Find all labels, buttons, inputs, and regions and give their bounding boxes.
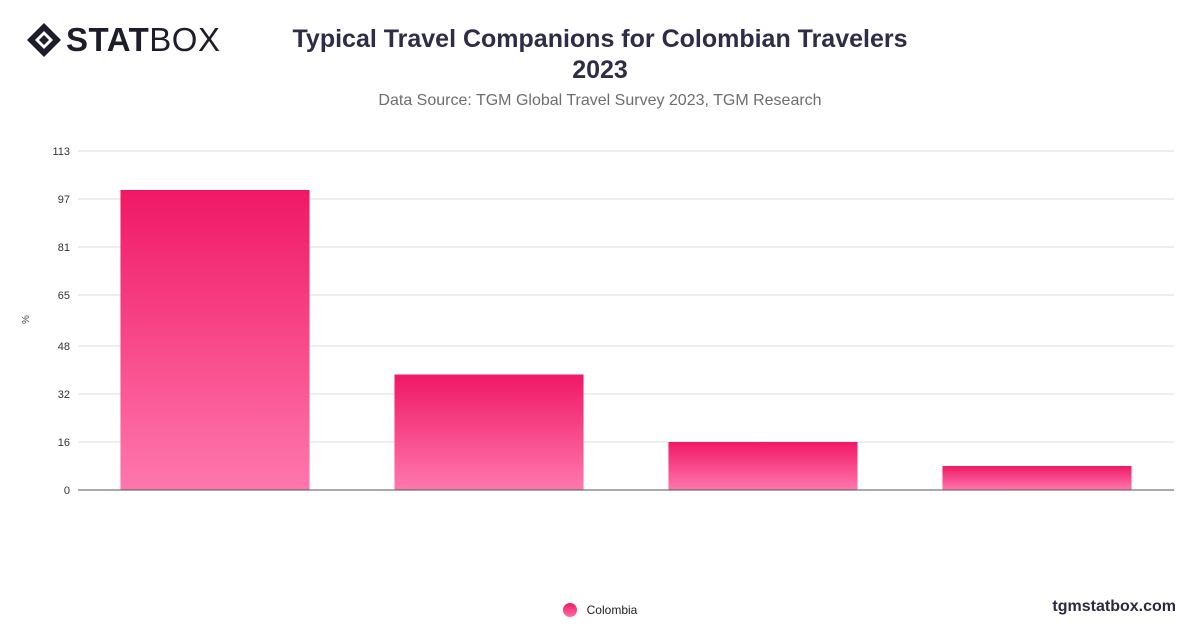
legend-marker-colombia bbox=[562, 603, 577, 617]
site-url: tgmstatbox.com bbox=[1052, 598, 1176, 615]
y-tick-label: 65 bbox=[58, 290, 70, 302]
y-tick-labels: 0 16 32 48 65 81 97 113 bbox=[52, 146, 70, 497]
y-tick-label: 32 bbox=[58, 389, 70, 401]
y-tick-label: 97 bbox=[58, 194, 70, 206]
y-tick-label: 81 bbox=[58, 242, 70, 254]
chart-title-line1: Typical Travel Companions for Colombian … bbox=[292, 25, 908, 53]
y-tick-label: 0 bbox=[64, 485, 70, 497]
chart-subtitle: Data Source: TGM Global Travel Survey 20… bbox=[378, 92, 822, 109]
bar-3[interactable] bbox=[668, 442, 858, 490]
bar-2[interactable] bbox=[394, 374, 584, 491]
y-tick-label: 16 bbox=[58, 437, 70, 449]
statbox-diamond-icon bbox=[27, 23, 61, 57]
logo-text: STATBOX bbox=[66, 21, 221, 58]
legend[interactable]: Colombia bbox=[0, 603, 1200, 617]
bar-chart: 0 16 32 48 65 81 97 113 bbox=[52, 146, 1174, 497]
bar-1[interactable] bbox=[120, 190, 310, 490]
chart-title-line2: 2023 bbox=[572, 56, 628, 84]
y-tick-label: 48 bbox=[58, 341, 70, 353]
legend-label-colombia: Colombia bbox=[586, 603, 638, 617]
bars bbox=[120, 190, 1132, 491]
statbox-logo: STATBOX bbox=[26, 22, 220, 58]
y-tick-label: 113 bbox=[52, 146, 70, 158]
bar-4[interactable] bbox=[942, 466, 1132, 490]
chart-title: Typical Travel Companions for Colombian … bbox=[0, 24, 1200, 86]
